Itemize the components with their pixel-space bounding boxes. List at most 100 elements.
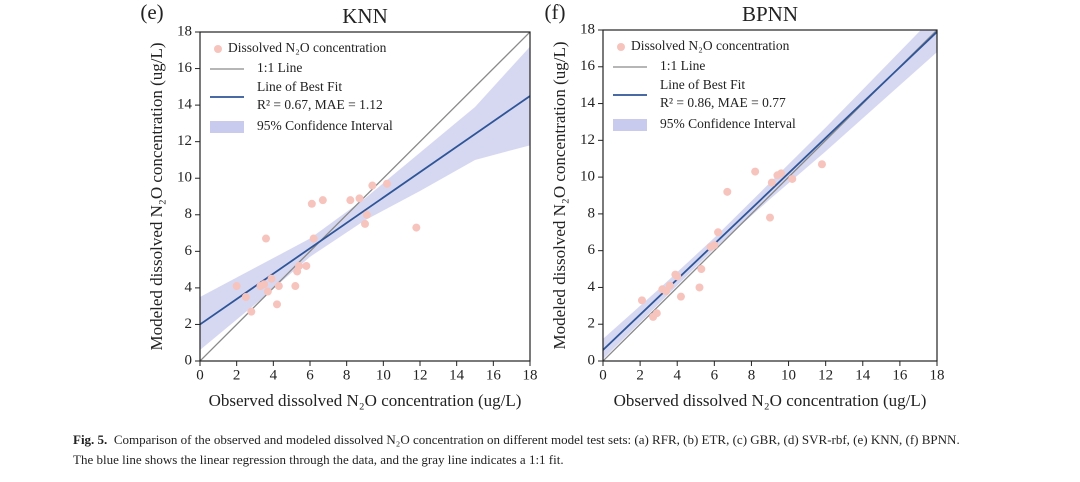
point bbox=[260, 280, 269, 289]
y-tick-label: 4 bbox=[588, 279, 596, 295]
x-axis-label: Observed dissolved N₂O concentration (ug… bbox=[209, 391, 522, 410]
y-tick-label: 6 bbox=[185, 243, 193, 259]
y-tick-label: 18 bbox=[580, 21, 595, 37]
point bbox=[788, 174, 797, 183]
panel-label: (e) bbox=[140, 0, 163, 24]
legend-label: 1:1 Line bbox=[257, 60, 302, 75]
y-tick-label: 10 bbox=[177, 170, 192, 186]
caption-line: Fig. 5. Comparison of the observed and m… bbox=[73, 432, 960, 448]
y-tick-label: 2 bbox=[588, 316, 596, 332]
y-tick-label: 16 bbox=[177, 60, 193, 76]
y-tick-label: 6 bbox=[588, 242, 596, 258]
legend-marker bbox=[210, 121, 244, 133]
point bbox=[309, 234, 318, 243]
y-axis-label: Modeled dissolved N₂O concentration (ug/… bbox=[147, 42, 166, 350]
legend-annotation: R² = 0.86, MAE = 0.77 bbox=[660, 95, 786, 110]
x-tick-label: 6 bbox=[306, 367, 314, 383]
caption-label: Fig. 5. bbox=[73, 432, 108, 447]
y-tick-label: 18 bbox=[177, 23, 192, 39]
x-tick-label: 4 bbox=[673, 367, 681, 383]
x-tick-label: 16 bbox=[486, 367, 502, 383]
y-axis-label: Modeled dissolved N₂O concentration (ug/… bbox=[550, 41, 569, 349]
legend-label: Dissolved N₂O concentration bbox=[228, 40, 387, 55]
legend-label: Line of Best Fit bbox=[660, 77, 745, 92]
point bbox=[241, 293, 250, 302]
identity-line bbox=[200, 32, 530, 361]
point bbox=[295, 261, 303, 270]
x-tick-label: 6 bbox=[711, 367, 719, 383]
legend-marker bbox=[617, 43, 625, 51]
legend-marker bbox=[214, 45, 222, 53]
y-tick-label: 0 bbox=[185, 352, 193, 368]
point bbox=[695, 283, 704, 292]
axes-frame bbox=[602, 29, 938, 362]
fit-line bbox=[603, 31, 937, 351]
x-tick-label: 10 bbox=[376, 367, 391, 383]
point bbox=[637, 296, 646, 305]
caption-text: Comparison of the observed and modeled d… bbox=[113, 432, 960, 447]
y-tick-label: 12 bbox=[580, 132, 595, 148]
panel-label: (f) bbox=[545, 0, 566, 24]
x-tick-label: 18 bbox=[930, 367, 945, 383]
point bbox=[267, 274, 276, 283]
point bbox=[697, 265, 706, 274]
x-tick-label: 2 bbox=[233, 367, 241, 383]
point bbox=[273, 300, 281, 309]
x-tick-label: 2 bbox=[636, 367, 644, 383]
plot-area bbox=[603, 30, 937, 361]
legend-label: 95% Confidence Interval bbox=[257, 118, 393, 133]
legend-label: 1:1 Line bbox=[660, 58, 705, 73]
x-tick-label: 16 bbox=[892, 367, 908, 383]
point bbox=[383, 179, 391, 188]
axes-frame bbox=[199, 31, 531, 362]
point bbox=[263, 287, 272, 296]
y-tick-label: 0 bbox=[588, 352, 596, 368]
plot-area bbox=[200, 32, 530, 361]
point bbox=[368, 181, 377, 190]
point bbox=[307, 199, 316, 208]
legend-label: Dissolved N₂O concentration bbox=[631, 38, 790, 53]
point bbox=[346, 196, 355, 205]
y-tick-label: 14 bbox=[580, 95, 596, 111]
point bbox=[362, 210, 371, 219]
x-tick-label: 4 bbox=[270, 367, 278, 383]
chart-title: KNN bbox=[342, 4, 388, 28]
x-tick-label: 10 bbox=[781, 367, 796, 383]
legend-marker bbox=[613, 119, 647, 131]
point bbox=[318, 196, 327, 205]
x-tick-label: 12 bbox=[413, 367, 428, 383]
y-tick-label: 8 bbox=[588, 205, 596, 221]
x-tick-label: 14 bbox=[449, 367, 465, 383]
point bbox=[710, 241, 719, 250]
fit-line bbox=[200, 95, 530, 326]
point bbox=[676, 292, 685, 301]
y-tick-label: 2 bbox=[185, 316, 193, 332]
y-tick-label: 10 bbox=[580, 169, 595, 185]
y-tick-label: 14 bbox=[177, 97, 193, 113]
x-tick-label: 0 bbox=[196, 367, 204, 383]
confidence-band bbox=[200, 46, 530, 351]
point bbox=[302, 261, 311, 270]
point bbox=[817, 160, 826, 169]
x-tick-label: 0 bbox=[599, 367, 607, 383]
point bbox=[262, 234, 270, 243]
point bbox=[652, 309, 661, 318]
point bbox=[274, 282, 283, 291]
y-tick-label: 4 bbox=[185, 279, 193, 295]
point bbox=[673, 272, 682, 281]
y-tick-label: 16 bbox=[580, 58, 596, 74]
point bbox=[361, 219, 369, 228]
y-tick-label: 12 bbox=[177, 133, 192, 149]
point bbox=[412, 223, 421, 232]
x-tick-label: 8 bbox=[343, 367, 351, 383]
point bbox=[766, 213, 774, 222]
point bbox=[355, 194, 364, 203]
point bbox=[247, 307, 256, 316]
point bbox=[767, 178, 776, 187]
chart-title: BPNN bbox=[742, 2, 798, 26]
point bbox=[665, 281, 674, 290]
legend-annotation: R² = 0.67, MAE = 1.12 bbox=[257, 97, 383, 112]
x-tick-label: 14 bbox=[855, 367, 871, 383]
legend-label: Line of Best Fit bbox=[257, 79, 342, 94]
